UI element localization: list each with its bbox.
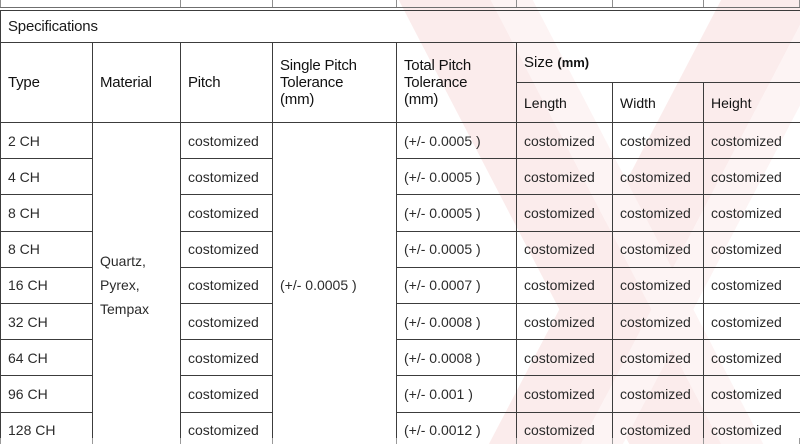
cell-type: 96 CH xyxy=(0,375,93,413)
cell-total-pitch-tolerance: (+/- 0.001 ) xyxy=(396,375,517,413)
cell-total-pitch-tolerance: (+/- 0.0005 ) xyxy=(396,230,517,268)
header-size-group-label: Size xyxy=(524,54,554,71)
cell-type: 64 CH xyxy=(0,339,93,377)
cell-type: 128 CH xyxy=(0,411,93,444)
cell-type: 16 CH xyxy=(0,266,93,304)
cell-height: costomized xyxy=(703,411,800,444)
cell-length: costomized xyxy=(516,411,613,444)
cell-pitch: costomized xyxy=(180,302,273,341)
cell-total-pitch-tolerance: (+/- 0.0008 ) xyxy=(396,302,517,341)
cell-type: 8 CH xyxy=(0,194,93,232)
clipped-row-above xyxy=(0,0,800,10)
header-total-pitch-tolerance-line2: Tolerance xyxy=(404,74,468,91)
cell-width: costomized xyxy=(612,339,704,377)
header-total-pitch-tolerance: Total Pitch Tolerance (mm) xyxy=(396,42,517,123)
header-length: Length xyxy=(516,82,613,123)
cell-type: 32 CH xyxy=(0,302,93,341)
header-total-pitch-tolerance-line1: Total Pitch xyxy=(404,57,471,74)
cell-length: costomized xyxy=(516,194,613,232)
cell-pitch: costomized xyxy=(180,121,273,160)
cell-material-line-2: Pyrex, xyxy=(100,277,140,294)
cell-height: costomized xyxy=(703,266,800,304)
header-row-primary: Type Material Pitch Single Pitch Toleran… xyxy=(0,42,800,123)
cell-length: costomized xyxy=(516,266,613,304)
cell-material-merged: Quartz, Pyrex, Tempax xyxy=(92,122,181,444)
cell-type: 8 CH xyxy=(0,230,93,268)
cell-height: costomized xyxy=(703,375,800,413)
cell-length: costomized xyxy=(516,158,613,196)
header-single-pitch-tolerance-line1: Single Pitch xyxy=(280,57,357,74)
cell-type: 4 CH xyxy=(0,158,93,196)
header-width: Width xyxy=(612,82,704,123)
cell-material-line-1: Quartz, xyxy=(100,253,146,270)
header-size-group: Size (mm) xyxy=(516,42,800,83)
header-single-pitch-tolerance: Single Pitch Tolerance (mm) xyxy=(272,42,397,123)
cell-length: costomized xyxy=(516,302,613,341)
cell-width: costomized xyxy=(612,302,704,341)
cell-type: 2 CH xyxy=(0,121,93,160)
cell-pitch: costomized xyxy=(180,266,273,304)
cell-width: costomized xyxy=(612,375,704,413)
cell-material-line-3: Tempax xyxy=(100,301,150,318)
cell-width: costomized xyxy=(612,230,704,268)
header-size-group-unit: (mm) xyxy=(557,55,590,70)
header-pitch: Pitch xyxy=(180,42,273,123)
cell-total-pitch-tolerance: (+/- 0.0007 ) xyxy=(396,266,517,304)
cell-width: costomized xyxy=(612,266,704,304)
cell-total-pitch-tolerance: (+/- 0.0008 ) xyxy=(396,339,517,377)
cell-pitch: costomized xyxy=(180,158,273,196)
cell-height: costomized xyxy=(703,339,800,377)
cell-total-pitch-tolerance: (+/- 0.0005 ) xyxy=(396,158,517,196)
cell-pitch: costomized xyxy=(180,375,273,413)
header-total-pitch-tolerance-line3: (mm) xyxy=(404,91,439,108)
cell-length: costomized xyxy=(516,121,613,160)
cell-height: costomized xyxy=(703,158,800,196)
cell-width: costomized xyxy=(612,121,704,160)
cell-height: costomized xyxy=(703,230,800,268)
header-height: Height xyxy=(703,82,800,123)
cell-length: costomized xyxy=(516,339,613,377)
header-material: Material xyxy=(92,42,181,123)
cell-total-pitch-tolerance: (+/- 0.0012 ) xyxy=(396,411,517,444)
cell-length: costomized xyxy=(516,375,613,413)
cell-height: costomized xyxy=(703,302,800,341)
table-row: 2 CH Quartz, Pyrex, Tempax costomized (+/- 0.… xyxy=(0,121,800,444)
cell-total-pitch-tolerance: (+/- 0.0005 ) xyxy=(396,194,517,232)
cell-height: costomized xyxy=(703,121,800,160)
cell-pitch: costomized xyxy=(180,194,273,232)
cell-pitch: costomized xyxy=(180,411,273,444)
cell-width: costomized xyxy=(612,411,704,444)
section-title: Specifications xyxy=(0,10,800,43)
cell-length: costomized xyxy=(516,230,613,268)
header-type: Type xyxy=(0,42,93,123)
cell-width: costomized xyxy=(612,194,704,232)
cell-total-pitch-tolerance: (+/- 0.0005 ) xyxy=(396,121,517,160)
section-title-row: Specifications xyxy=(0,10,800,43)
cell-height: costomized xyxy=(703,194,800,232)
specifications-table: Specifications Type Material Pitch Singl… xyxy=(0,10,800,444)
cell-pitch: costomized xyxy=(180,339,273,377)
header-single-pitch-tolerance-line3: (mm) xyxy=(280,91,315,108)
cell-pitch: costomized xyxy=(180,230,273,268)
header-single-pitch-tolerance-line2: Tolerance xyxy=(280,74,344,91)
cell-single-pitch-tolerance-merged: (+/- 0.0005 ) xyxy=(272,122,397,444)
cell-width: costomized xyxy=(612,158,704,196)
